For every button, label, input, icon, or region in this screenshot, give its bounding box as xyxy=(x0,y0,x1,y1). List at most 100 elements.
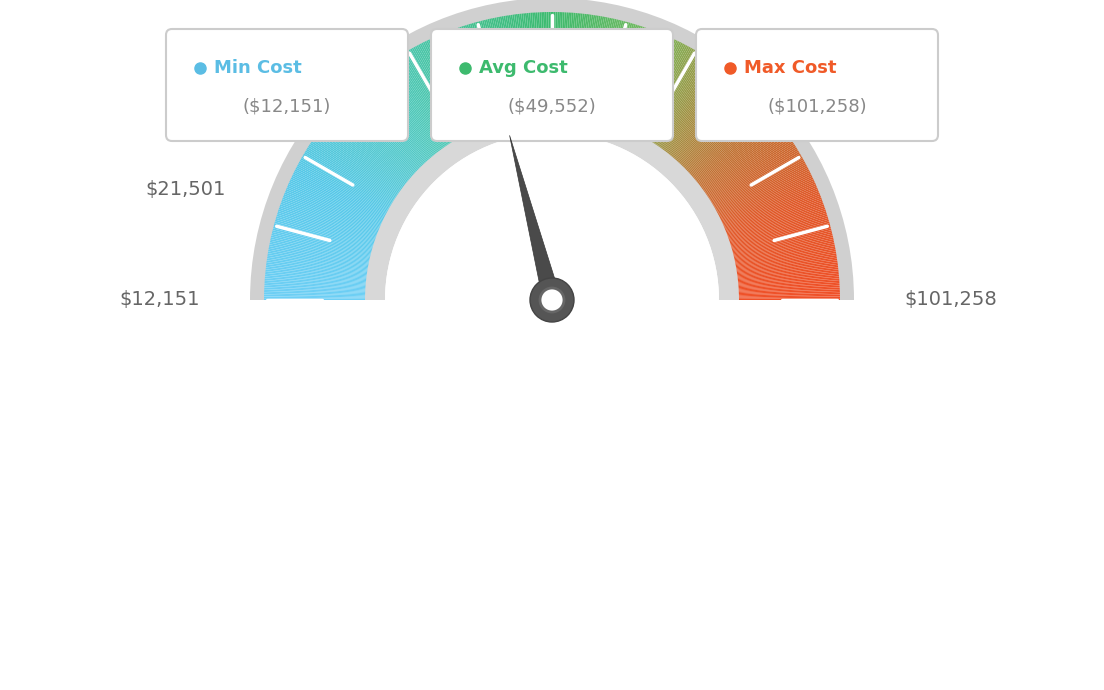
Wedge shape xyxy=(507,13,524,117)
Wedge shape xyxy=(276,208,376,243)
Wedge shape xyxy=(266,248,370,268)
Wedge shape xyxy=(509,13,526,117)
Wedge shape xyxy=(710,149,800,205)
Wedge shape xyxy=(263,280,368,288)
Wedge shape xyxy=(336,106,415,177)
Wedge shape xyxy=(287,180,383,224)
Wedge shape xyxy=(676,85,747,164)
Wedge shape xyxy=(708,143,797,201)
Wedge shape xyxy=(652,56,711,145)
Wedge shape xyxy=(289,177,384,222)
Wedge shape xyxy=(582,14,601,118)
Wedge shape xyxy=(480,19,507,121)
Wedge shape xyxy=(667,73,734,156)
Wedge shape xyxy=(410,47,461,139)
Wedge shape xyxy=(714,160,807,212)
Wedge shape xyxy=(703,132,789,194)
Wedge shape xyxy=(562,10,570,115)
Wedge shape xyxy=(725,198,825,236)
Wedge shape xyxy=(299,155,392,209)
Wedge shape xyxy=(660,64,722,150)
Wedge shape xyxy=(609,24,644,124)
Wedge shape xyxy=(619,30,659,128)
Wedge shape xyxy=(269,231,372,257)
Wedge shape xyxy=(588,16,612,119)
Wedge shape xyxy=(490,16,514,119)
Text: $101,258: $101,258 xyxy=(904,290,997,310)
Wedge shape xyxy=(383,63,445,150)
Text: Avg Cost: Avg Cost xyxy=(479,59,567,77)
Wedge shape xyxy=(701,128,787,191)
Wedge shape xyxy=(716,167,810,216)
Wedge shape xyxy=(316,131,402,193)
Wedge shape xyxy=(705,139,794,198)
Wedge shape xyxy=(459,25,493,125)
Wedge shape xyxy=(427,37,474,133)
Wedge shape xyxy=(659,63,721,150)
Wedge shape xyxy=(736,284,841,290)
Wedge shape xyxy=(450,28,488,127)
Wedge shape xyxy=(399,53,455,144)
Wedge shape xyxy=(263,287,368,293)
Wedge shape xyxy=(312,135,400,196)
Wedge shape xyxy=(671,79,741,159)
Wedge shape xyxy=(368,75,435,157)
Wedge shape xyxy=(737,297,842,299)
Wedge shape xyxy=(460,24,495,124)
Wedge shape xyxy=(263,286,368,292)
Wedge shape xyxy=(680,91,754,168)
Wedge shape xyxy=(521,12,533,116)
Wedge shape xyxy=(396,55,454,144)
Wedge shape xyxy=(564,10,572,115)
Wedge shape xyxy=(728,208,828,243)
Wedge shape xyxy=(733,240,836,263)
Wedge shape xyxy=(309,140,397,199)
Wedge shape xyxy=(595,18,620,120)
Wedge shape xyxy=(269,233,372,259)
Wedge shape xyxy=(723,188,820,230)
Wedge shape xyxy=(287,181,383,226)
Wedge shape xyxy=(736,280,841,288)
Wedge shape xyxy=(656,60,716,148)
Wedge shape xyxy=(464,23,497,124)
Wedge shape xyxy=(725,200,825,237)
Wedge shape xyxy=(677,86,750,164)
Wedge shape xyxy=(723,190,821,231)
Wedge shape xyxy=(487,17,511,119)
Wedge shape xyxy=(638,43,689,137)
Wedge shape xyxy=(734,251,838,270)
Wedge shape xyxy=(615,27,652,126)
Wedge shape xyxy=(431,36,476,132)
Wedge shape xyxy=(640,45,692,138)
Wedge shape xyxy=(452,27,489,126)
Wedge shape xyxy=(516,12,530,117)
Wedge shape xyxy=(736,269,840,282)
Wedge shape xyxy=(418,41,468,136)
Wedge shape xyxy=(263,278,368,287)
Wedge shape xyxy=(250,0,854,300)
Wedge shape xyxy=(574,12,588,117)
Wedge shape xyxy=(732,230,834,256)
Wedge shape xyxy=(567,11,577,116)
Wedge shape xyxy=(283,192,381,232)
Wedge shape xyxy=(365,113,739,300)
Wedge shape xyxy=(722,186,819,228)
Wedge shape xyxy=(371,72,437,155)
Wedge shape xyxy=(664,68,729,153)
Wedge shape xyxy=(424,39,471,134)
Wedge shape xyxy=(280,197,379,235)
Wedge shape xyxy=(468,22,499,123)
Wedge shape xyxy=(590,16,614,119)
Wedge shape xyxy=(730,221,831,250)
Wedge shape xyxy=(552,10,554,115)
Wedge shape xyxy=(351,90,425,167)
Wedge shape xyxy=(298,159,391,211)
Wedge shape xyxy=(457,26,492,125)
Wedge shape xyxy=(723,192,821,232)
Wedge shape xyxy=(272,223,374,252)
Wedge shape xyxy=(623,32,664,129)
Wedge shape xyxy=(267,246,370,266)
Wedge shape xyxy=(530,10,539,115)
Wedge shape xyxy=(731,224,832,253)
Wedge shape xyxy=(317,130,402,193)
